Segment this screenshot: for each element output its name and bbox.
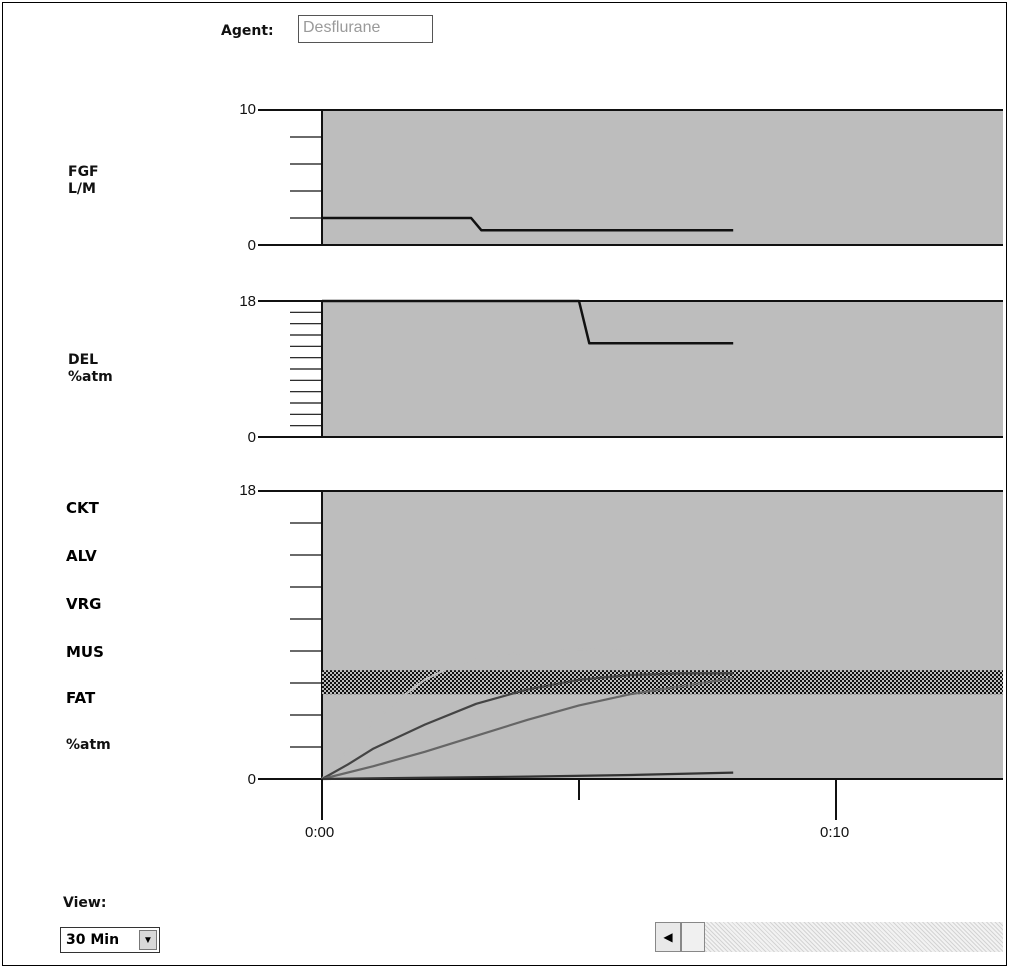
fgf-plot-bg bbox=[322, 110, 1003, 245]
legend-fat: FAT bbox=[66, 689, 96, 707]
view-label: View: bbox=[63, 895, 107, 911]
conc-ymax: 18 bbox=[239, 482, 256, 499]
conc-series-ckt bbox=[321, 648, 734, 780]
x-tick-0: 0:00 bbox=[305, 824, 335, 841]
legend-mus: MUS bbox=[66, 643, 104, 661]
agent-field[interactable]: Desflurane bbox=[298, 15, 433, 43]
horizontal-scrollbar[interactable]: ◀ bbox=[655, 922, 1003, 952]
fgf-title: FGF bbox=[68, 164, 99, 180]
del-series-0 bbox=[322, 299, 734, 345]
fgf-series-0 bbox=[322, 216, 734, 232]
legend-alv: ALV bbox=[66, 547, 97, 565]
x-tick-10: 0:10 bbox=[820, 824, 850, 841]
view-select-value: 30 Min bbox=[66, 932, 120, 948]
fgf-unit: L/M bbox=[68, 181, 96, 197]
conc-ymin: 0 bbox=[247, 771, 256, 788]
scroll-left-icon[interactable]: ◀ bbox=[655, 922, 681, 952]
scrollbar-thumb[interactable] bbox=[681, 922, 705, 952]
chevron-down-icon[interactable]: ▼ bbox=[139, 930, 157, 950]
del-ymin: 0 bbox=[247, 429, 256, 446]
del-unit: %atm bbox=[68, 369, 113, 385]
conc-series-mus bbox=[321, 771, 734, 781]
view-select[interactable]: 30 Min ▼ bbox=[60, 927, 160, 953]
del-title: DEL bbox=[68, 352, 99, 368]
del-plot-bg bbox=[322, 301, 1003, 437]
fgf-ymin: 0 bbox=[247, 237, 256, 254]
legend-ckt: CKT bbox=[66, 499, 99, 517]
conc-series-alv bbox=[321, 672, 734, 780]
fgf-ymax: 10 bbox=[239, 101, 256, 118]
conc-plot-bg bbox=[322, 491, 1003, 779]
agent-label: Agent: bbox=[221, 23, 274, 39]
conc-unit: %atm bbox=[66, 737, 111, 753]
del-ymax: 18 bbox=[239, 293, 256, 310]
legend-vrg: VRG bbox=[66, 595, 102, 613]
conc-series-vrg bbox=[321, 677, 734, 781]
